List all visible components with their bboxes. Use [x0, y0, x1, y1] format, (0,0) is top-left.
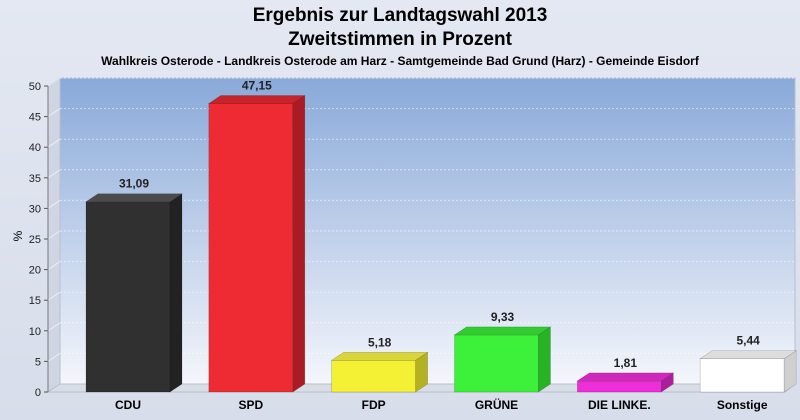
bar-top [85, 193, 183, 203]
x-tick-label: FDP [362, 398, 386, 412]
y-tick-label: 40 [29, 142, 41, 154]
y-tick-label: 35 [29, 173, 41, 185]
x-tick-label: Sonstige [717, 398, 768, 412]
gridline-side [47, 261, 61, 271]
data-label: 5,44 [736, 334, 760, 348]
gridline-side [47, 322, 61, 332]
bar-side [538, 326, 551, 393]
gridline-side [47, 352, 61, 362]
data-label: 31,09 [119, 177, 149, 191]
gridline-side [47, 108, 61, 118]
chart-title: Ergebnis zur Landtagswahl 2013 [252, 5, 548, 26]
bar-side [169, 193, 183, 393]
data-label: 5,18 [368, 335, 392, 349]
gridline-side [47, 138, 61, 148]
y-tick-label: 20 [29, 265, 41, 277]
bar-top [576, 372, 675, 382]
bar-cdu [85, 201, 171, 393]
y-axis-label: % [11, 230, 25, 241]
y-tick-label: 10 [29, 326, 41, 338]
bar-spd [208, 103, 294, 393]
y-tick-label: 5 [35, 356, 41, 368]
data-label: 9,33 [491, 310, 515, 324]
gridline-side [47, 230, 61, 240]
data-label: 47,15 [242, 78, 272, 92]
data-label: 1,81 [614, 356, 638, 370]
bar-top [453, 326, 552, 336]
x-tick-label: DIE LINKE. [588, 398, 651, 412]
x-tick-label: CDU [115, 398, 141, 412]
y-tick-label: 45 [29, 112, 41, 124]
chart-subtitle: Zweitstimmen in Prozent [288, 29, 512, 50]
x-tick-label: SPD [238, 398, 263, 412]
chart-region-subtitle: Wahlkreis Osterode - Landkreis Osterode … [101, 54, 699, 68]
gridline-side [47, 199, 61, 209]
bar-side [292, 94, 306, 393]
gridline-side [47, 169, 61, 179]
y-tick-label: 15 [29, 295, 41, 307]
bar-sonstige [699, 358, 785, 393]
bar-fdp [331, 359, 416, 393]
x-tick-label: GRÜNE [475, 397, 518, 412]
y-tick-label: 50 [29, 81, 41, 93]
y-tick-label: 30 [29, 203, 41, 215]
bar-top [330, 351, 429, 361]
bar-dielinke [577, 380, 662, 393]
gridline-side [47, 77, 61, 87]
bar-grne [454, 334, 539, 393]
bar-top [699, 350, 798, 360]
bar-top [207, 95, 306, 104]
gridline-side [47, 291, 61, 301]
y-tick-label: 0 [35, 387, 41, 399]
y-tick-label: 25 [29, 234, 41, 246]
